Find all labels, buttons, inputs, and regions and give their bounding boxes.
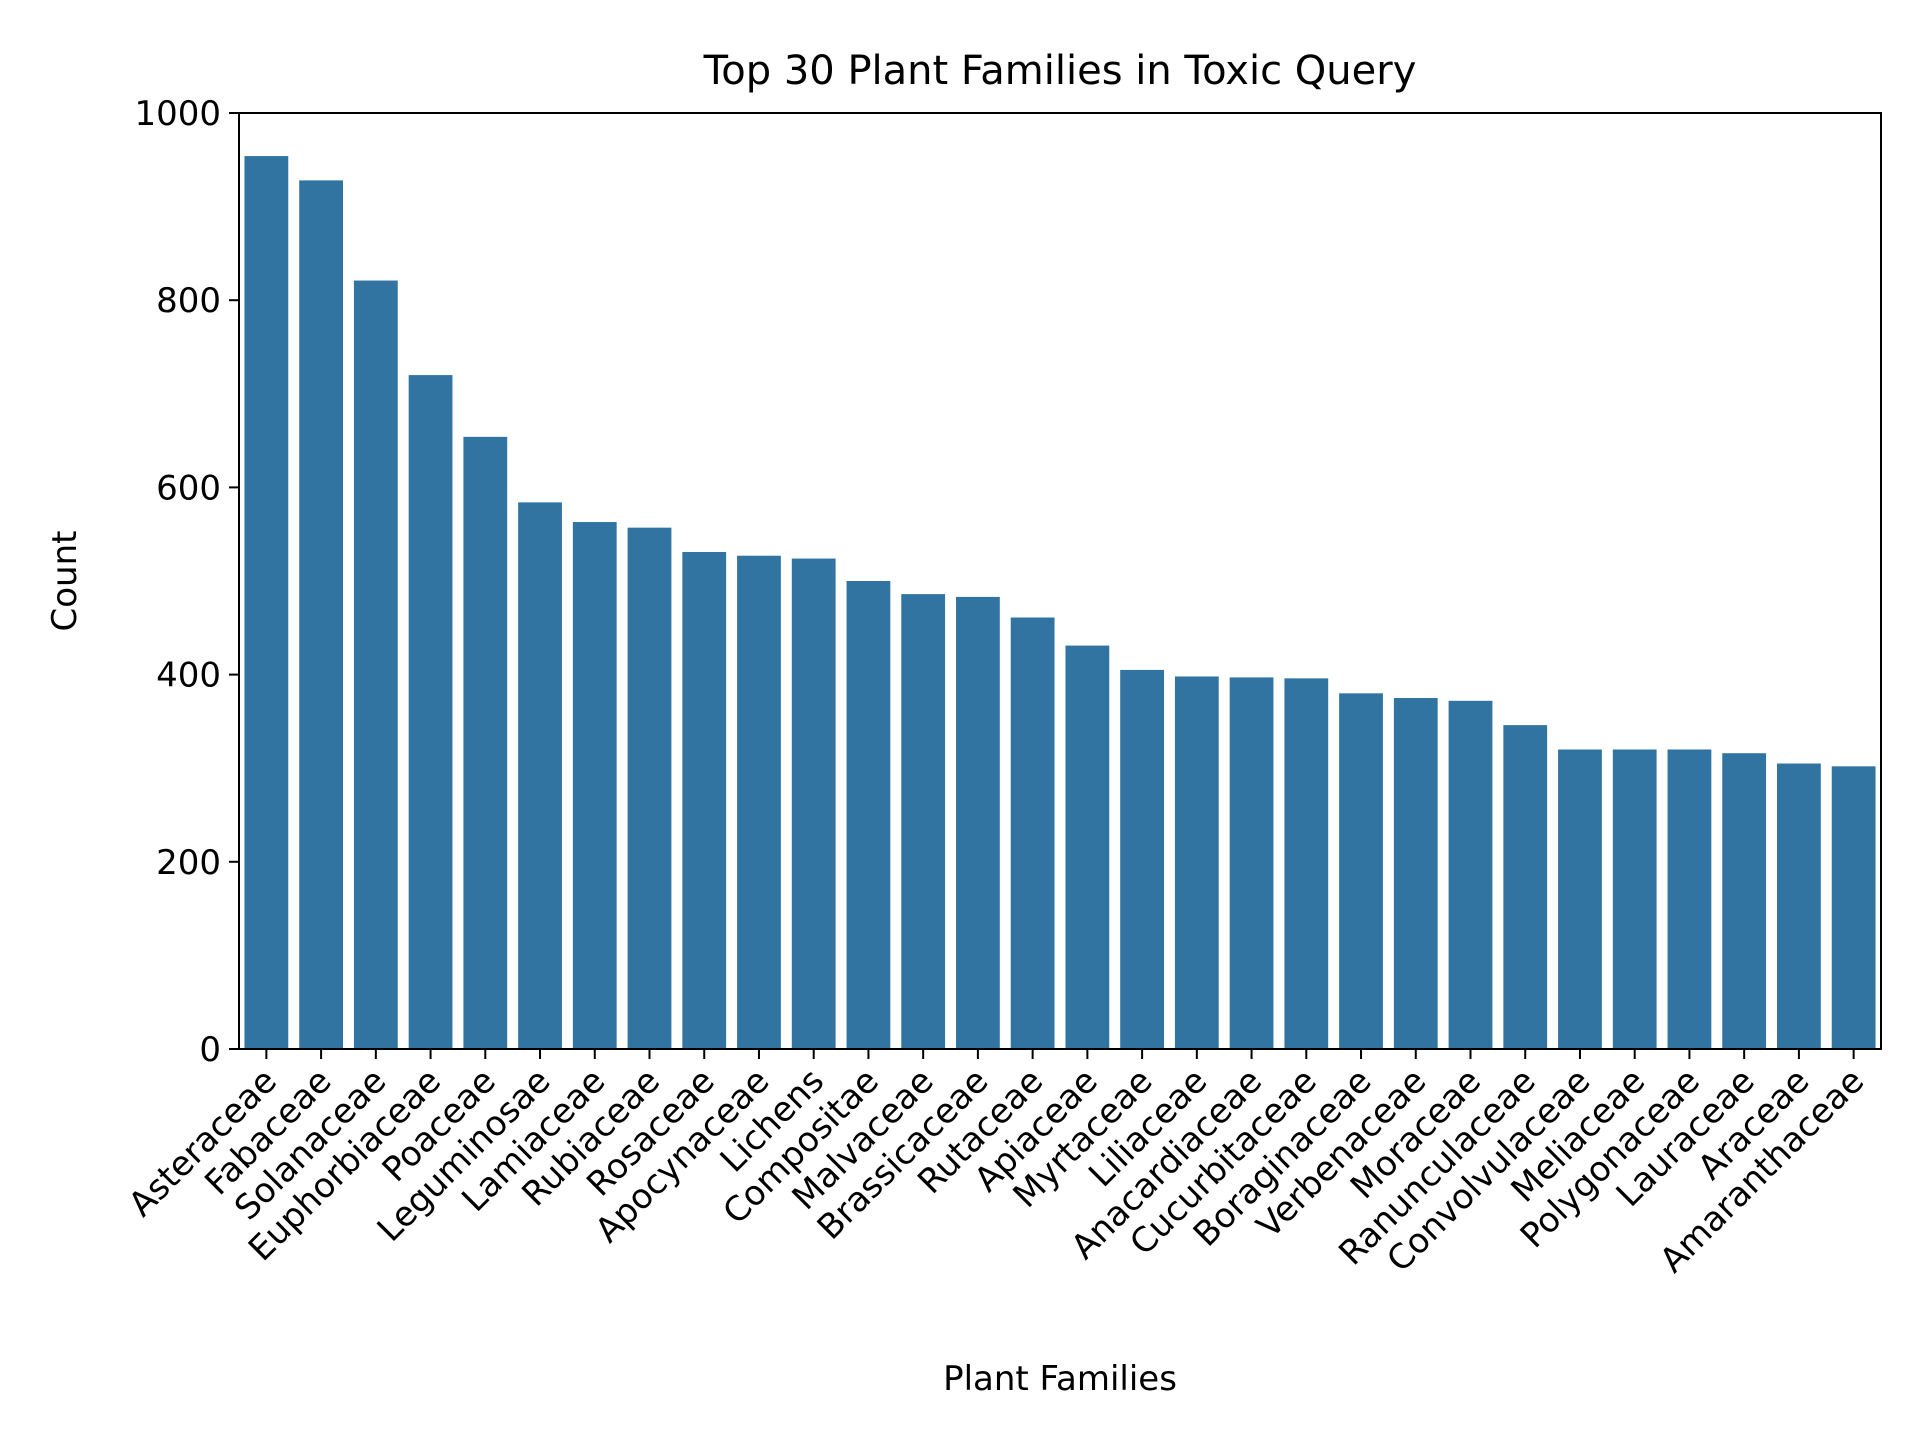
bar-moraceae <box>1448 700 1493 1049</box>
bar-lauraceae <box>1722 753 1767 1049</box>
bar-liliaceae <box>1174 676 1219 1049</box>
bar-boraginaceae <box>1339 693 1383 1049</box>
bar-verbenaceae <box>1393 698 1438 1049</box>
y-tick-label: 1000 <box>134 94 221 134</box>
x-axis: AsteraceaeFabaceaeSolanaceaeEuphorbiacea… <box>121 1049 1872 1281</box>
bar-myrtaceae <box>1120 669 1164 1049</box>
y-tick-label: 800 <box>156 281 221 321</box>
y-tick-label: 600 <box>156 468 221 508</box>
bar-lamiaceae <box>572 522 617 1049</box>
bar-apocynaceae <box>737 555 781 1049</box>
y-axis: 0 200 400 600 800 1000 <box>134 94 239 1070</box>
bar-amaranthaceae <box>1831 766 1876 1049</box>
bar-rubiaceae <box>627 527 672 1049</box>
y-axis-label: Count <box>45 531 85 632</box>
bar-fabaceae <box>299 180 343 1049</box>
bar-lichens <box>791 558 836 1049</box>
bar-anacardiaceae <box>1229 677 1274 1049</box>
bar-ranunculaceae <box>1503 725 1548 1049</box>
bar-meliaceae <box>1612 749 1657 1049</box>
y-tick-label: 200 <box>156 843 221 883</box>
bar-compositae <box>846 581 891 1049</box>
bar-convolvulaceae <box>1558 749 1602 1049</box>
chart-title: Top 30 Plant Families in Toxic Query <box>703 48 1417 94</box>
bar-apiaceae <box>1065 645 1110 1049</box>
bar-araceae <box>1777 763 1821 1049</box>
y-tick-label: 400 <box>156 656 221 696</box>
bar-cucurbitaceae <box>1284 678 1329 1049</box>
bar-solanaceae <box>353 280 398 1049</box>
bar-malvaceae <box>901 594 946 1049</box>
bar-euphorbiaceae <box>408 375 453 1050</box>
bar-poaceae <box>463 436 508 1049</box>
y-tick-label: 0 <box>199 1030 221 1070</box>
bar-rosaceae <box>682 551 727 1049</box>
bar-brassicaceae <box>956 596 1000 1049</box>
x-axis-label: Plant Families <box>943 1359 1177 1399</box>
plot-frame <box>238 112 1882 1050</box>
bar-asteraceae <box>244 156 289 1049</box>
bar-group <box>244 156 1876 1050</box>
bar-leguminosae <box>518 502 562 1049</box>
bar-polygonaceae <box>1667 749 1712 1049</box>
bar-rutaceae <box>1010 617 1055 1049</box>
